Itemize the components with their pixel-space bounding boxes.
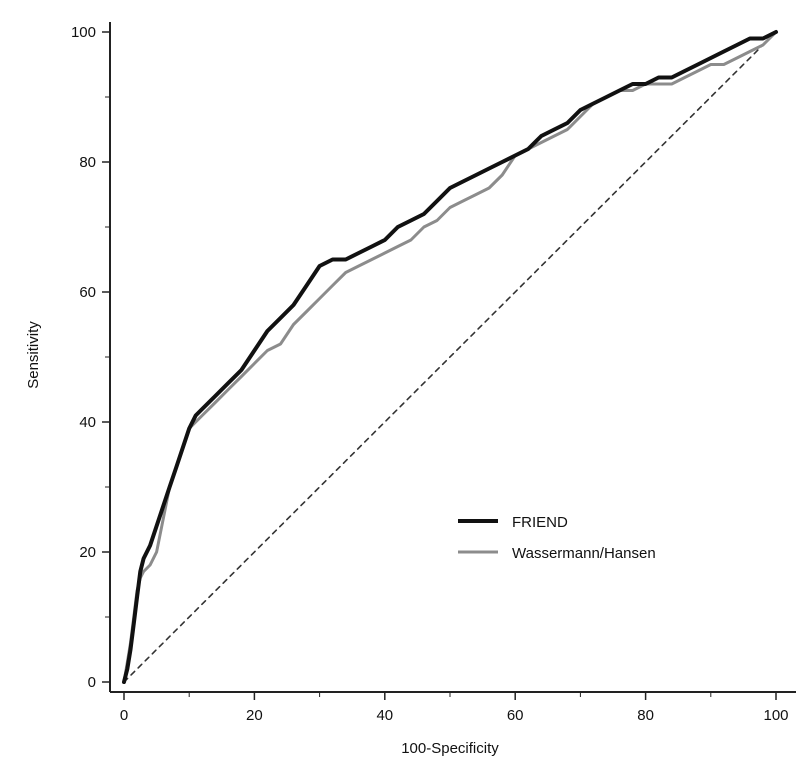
x-tick-label: 20 — [246, 707, 263, 724]
series-line-reference-diagonal — [123, 31, 777, 683]
y-tick-label: 0 — [88, 674, 96, 691]
x-tick-label: 60 — [507, 707, 524, 724]
y-tick-label: 100 — [71, 24, 96, 41]
y-tick-label: 60 — [79, 284, 96, 301]
axes: 0 20 40 60 80 100 0 20 40 60 80 100 — [71, 22, 796, 724]
y-tick-label: 80 — [79, 154, 96, 171]
x-tick-label: 0 — [120, 707, 128, 724]
plot-area — [122, 30, 778, 684]
y-axis-title: Sensitivity — [25, 321, 42, 389]
x-tick-label: 40 — [376, 707, 393, 724]
legend-label-wassermann-hansen: Wassermann/Hansen — [512, 545, 656, 562]
x-tick-label: 100 — [763, 707, 788, 724]
y-tick-label: 40 — [79, 414, 96, 431]
series-line-friend — [122, 30, 778, 684]
x-axis-title: 100-Specificity — [401, 740, 499, 757]
legend: FRIEND Wassermann/Hansen — [458, 514, 656, 562]
x-tick-label: 80 — [637, 707, 654, 724]
y-tick-label: 20 — [79, 544, 96, 561]
legend-label-friend: FRIEND — [512, 514, 568, 531]
